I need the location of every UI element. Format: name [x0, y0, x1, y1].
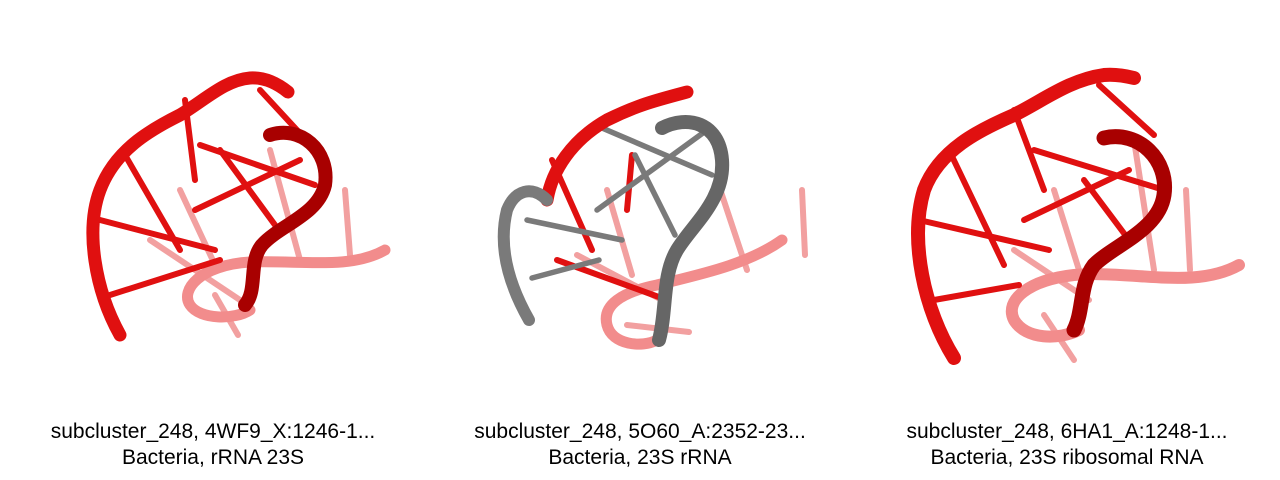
caption-2: subcluster_248, 5O60_A:2352-23... Bacter… — [427, 419, 853, 471]
caption-line-2: Bacteria, 23S ribosomal RNA — [930, 446, 1204, 469]
rna-structure-image-1 — [86, 71, 391, 342]
caption-line-1: subcluster_248, 5O60_A:2352-23... — [474, 420, 806, 443]
structure-panel-3: subcluster_248, 6HA1_A:1248-1... Bacteri… — [854, 0, 1280, 480]
rna-structure-image-2 — [497, 85, 808, 350]
caption-line-2: Bacteria, rRNA 23S — [121, 446, 305, 469]
structure-panel-2: subcluster_248, 5O60_A:2352-23... Bacter… — [427, 0, 853, 480]
caption-line-1: subcluster_248, 6HA1_A:1248-1... — [906, 420, 1228, 443]
caption-line-1: subcluster_248, 4WF9_X:1246-1... — [50, 420, 376, 443]
structure-panel-1: subcluster_248, 4WF9_X:1246-1... Bacteri… — [0, 0, 426, 480]
caption-line-2: Bacteria, 23S rRNA — [548, 446, 732, 469]
caption-3: subcluster_248, 6HA1_A:1248-1... Bacteri… — [854, 419, 1280, 471]
rna-structure-image-3 — [911, 67, 1245, 365]
caption-1: subcluster_248, 4WF9_X:1246-1... Bacteri… — [0, 419, 426, 471]
